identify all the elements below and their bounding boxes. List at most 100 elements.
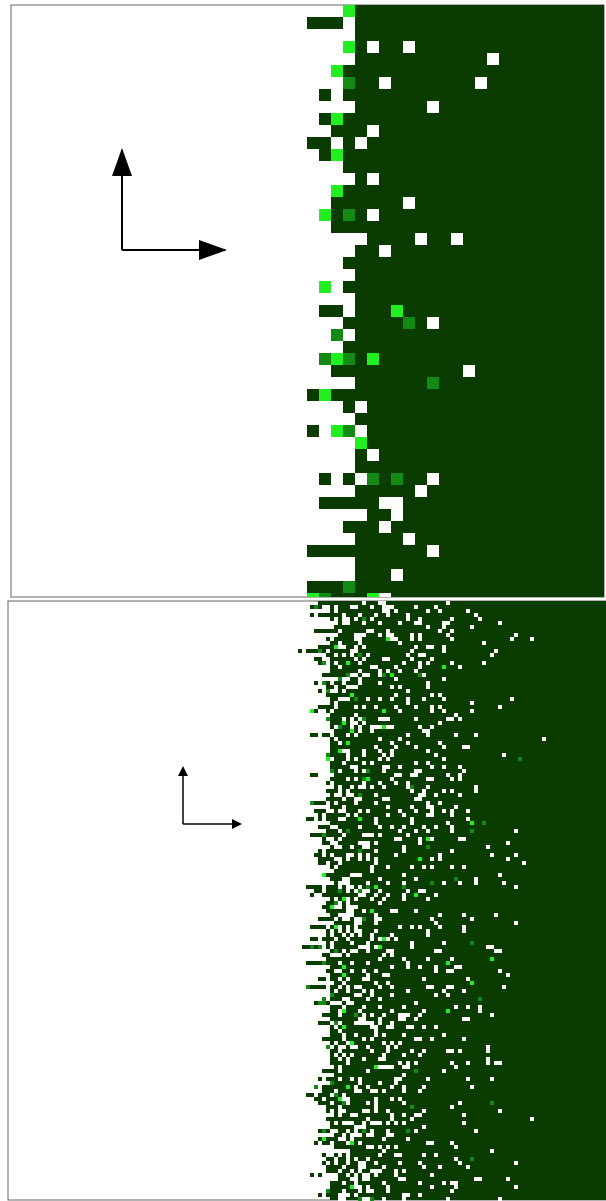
cell (326, 1069, 330, 1073)
cell (342, 897, 346, 901)
cell (350, 793, 354, 797)
cell (370, 1089, 374, 1093)
cell (350, 1001, 354, 1005)
cell (358, 809, 362, 813)
cell (403, 533, 415, 545)
cell (358, 917, 362, 921)
cell (318, 945, 322, 949)
cell (366, 809, 370, 813)
cell (450, 865, 454, 869)
cell (402, 813, 406, 817)
cell (462, 929, 466, 933)
cell (338, 793, 342, 797)
cell (346, 889, 350, 893)
cell (338, 969, 342, 973)
cell (418, 965, 422, 969)
cell (354, 1021, 358, 1025)
cell (346, 733, 350, 737)
cell (418, 857, 422, 861)
cell (322, 917, 326, 921)
cell (326, 857, 330, 861)
cell (418, 1161, 422, 1165)
cell (434, 605, 438, 609)
cell (318, 605, 322, 609)
cell (386, 981, 390, 985)
cell (354, 889, 358, 893)
cell (319, 137, 331, 149)
cell (319, 545, 331, 557)
cell (342, 973, 346, 977)
cell (379, 497, 391, 509)
cell (414, 809, 418, 813)
cell (338, 1049, 342, 1053)
cell (334, 1161, 338, 1165)
cell (378, 937, 382, 941)
cell (346, 661, 350, 665)
cell (326, 1129, 330, 1133)
cell (342, 1053, 346, 1057)
cell (374, 885, 378, 889)
cell (350, 961, 354, 965)
cell (394, 745, 398, 749)
cell (370, 1169, 374, 1173)
cell (346, 749, 350, 753)
cell (355, 509, 367, 521)
cell (374, 1101, 378, 1105)
cell (362, 969, 366, 973)
cell (366, 1109, 370, 1113)
cell (426, 777, 430, 781)
cell (406, 1025, 410, 1029)
cell (354, 1157, 358, 1161)
cell (338, 809, 342, 813)
cell (330, 921, 334, 925)
cell (438, 801, 442, 805)
cell (434, 965, 438, 969)
cell (342, 1197, 346, 1201)
cell (542, 737, 546, 741)
cell (350, 1113, 354, 1117)
cell (350, 725, 354, 729)
cell (318, 1001, 322, 1005)
cell (418, 617, 422, 621)
cell (306, 985, 310, 989)
cell (326, 757, 330, 761)
cell (398, 773, 402, 777)
cell (346, 897, 350, 901)
cell (374, 929, 378, 933)
cell (318, 885, 322, 889)
cell (398, 685, 402, 689)
cell (338, 857, 342, 861)
cell (454, 1185, 458, 1189)
cell (382, 601, 386, 605)
cell (382, 725, 386, 729)
cell (470, 941, 474, 945)
cell (382, 1053, 386, 1057)
cell (522, 861, 526, 865)
cell (426, 1141, 430, 1145)
cell (434, 1025, 438, 1029)
cell (382, 1033, 386, 1037)
cell (350, 933, 354, 937)
cell (446, 993, 450, 997)
cell (422, 1165, 426, 1169)
cell (338, 645, 342, 649)
cell (494, 1061, 498, 1065)
cell (390, 1133, 394, 1137)
cell (366, 961, 370, 965)
cell (346, 829, 350, 833)
cell (386, 937, 390, 941)
cell (458, 965, 462, 969)
cell (358, 1141, 362, 1145)
cell (442, 649, 446, 653)
cell (343, 281, 355, 293)
cell (330, 1045, 334, 1049)
cell (402, 1065, 406, 1069)
cell (326, 1045, 330, 1049)
cell (358, 1017, 362, 1021)
cell (442, 789, 446, 793)
cell (410, 637, 414, 641)
cell (450, 617, 454, 621)
cell (334, 617, 338, 621)
cell (422, 793, 426, 797)
cell (454, 1157, 458, 1161)
